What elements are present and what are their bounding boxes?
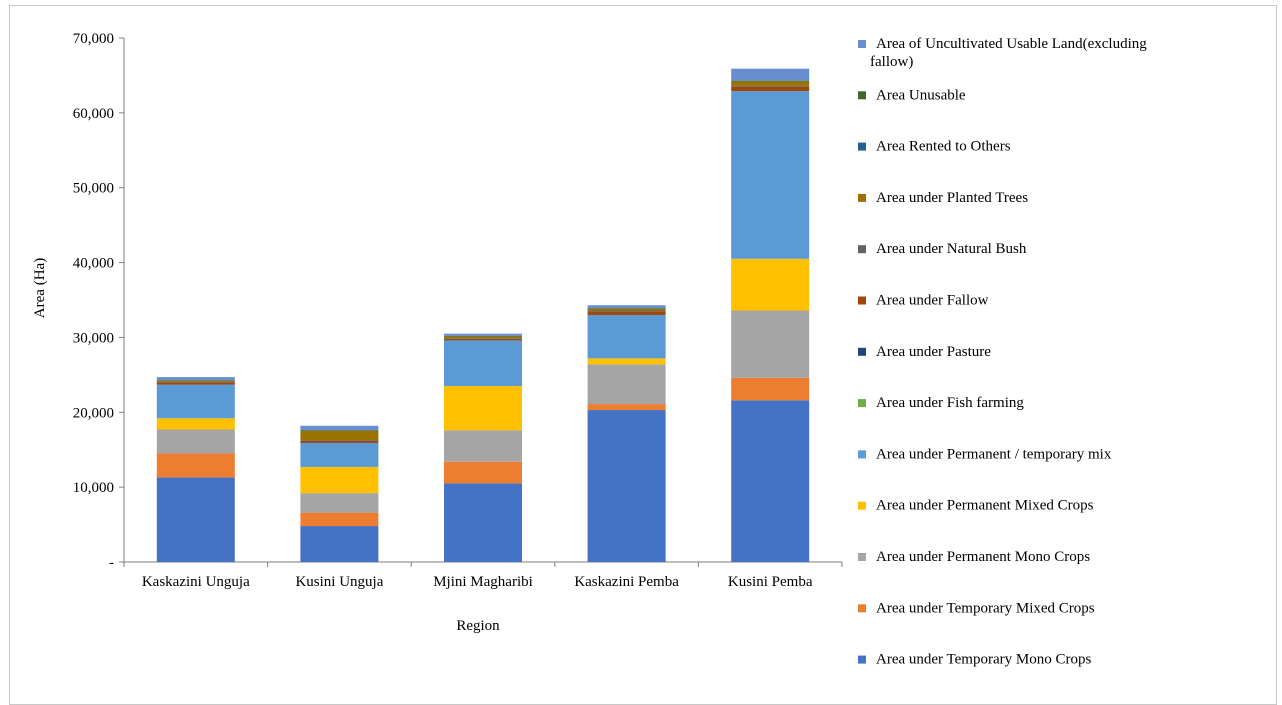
bar-segment (587, 358, 666, 365)
legend-label: Area Rented to Others (876, 139, 1011, 155)
legend-swatch (858, 450, 866, 459)
bar-segment (300, 442, 379, 467)
y-tick-label: 30,000 (73, 330, 114, 346)
y-tick-label: 50,000 (73, 181, 114, 197)
bar-segment (300, 430, 379, 431)
bar-segment (156, 453, 235, 478)
bar-segment (156, 477, 235, 562)
bar-segment (300, 493, 379, 513)
bar-segment (156, 384, 235, 419)
y-tick-label: 60,000 (73, 106, 114, 122)
legend-label: Area under Planted Trees (876, 190, 1028, 206)
plot-area: - 10,000 20,000 30,000 40,000 50,000 60,000 70,… (73, 31, 843, 590)
x-tick-label: Kaskazini Unguja (142, 574, 250, 590)
bar-segment (156, 429, 235, 454)
legend-swatch (858, 399, 866, 408)
legend-label: Area under Permanent Mono Crops (876, 549, 1090, 565)
legend-swatch (858, 501, 866, 510)
legend-swatch (858, 142, 866, 151)
bar-segment (444, 386, 522, 431)
bar-segment (731, 400, 810, 562)
bar-segment (731, 86, 810, 92)
bar-segment (731, 85, 810, 87)
legend-swatch (858, 193, 866, 202)
bar-segment (300, 425, 379, 431)
bar-segment (156, 380, 235, 381)
legend-label: Area under Pasture (876, 344, 991, 360)
bar-segment (300, 440, 379, 443)
bar-segment (587, 364, 666, 405)
bar-segment (300, 526, 379, 562)
legend-swatch (858, 655, 866, 664)
legend-label: Area under Fallow (876, 293, 989, 309)
x-tick-label: Kaskazini Pemba (574, 574, 679, 590)
x-tick-label: Kusini Unguja (295, 574, 383, 590)
bar-segment (731, 81, 810, 86)
bar-segment (731, 310, 810, 378)
bar-segment (444, 335, 522, 337)
bar-segment (300, 466, 379, 494)
legend-swatch (858, 245, 866, 254)
legend-swatch (858, 40, 866, 48)
x-axis-title: Region (456, 618, 500, 634)
y-axis-title: Area (Ha) (32, 258, 48, 318)
bar-segment (444, 340, 522, 387)
bar-segment (731, 258, 810, 311)
bar-segment (444, 483, 522, 562)
bar-segment (731, 68, 810, 81)
legend-label: Area Unusable (876, 87, 966, 103)
bar-segment (587, 310, 666, 312)
bar-segment (300, 439, 379, 441)
bar-segment (731, 91, 810, 259)
bar-segment (444, 338, 522, 339)
x-tick-label: Kusini Pemba (728, 574, 813, 590)
bar-segment (300, 512, 379, 527)
bar-segment (587, 404, 666, 411)
legend-swatch (858, 91, 866, 100)
bar-segment (587, 314, 666, 359)
bar-segment (156, 382, 235, 385)
bar-segment (444, 461, 522, 484)
bar-segment (156, 380, 235, 382)
y-tick-label: - (109, 555, 114, 571)
bar-segment (587, 311, 666, 315)
y-tick-label: 20,000 (73, 405, 114, 421)
y-tick-label: 70,000 (73, 31, 114, 47)
bar-segment (444, 338, 522, 341)
bar-segment (444, 336, 522, 339)
y-tick-label: 40,000 (73, 256, 114, 272)
bar-segment (300, 431, 379, 440)
legend-label: Area under Fish farming (876, 395, 1024, 411)
bar-segment (587, 410, 666, 562)
legend-label: Area under Temporary Mixed Crops (876, 600, 1095, 616)
legend-swatch (858, 347, 866, 356)
legend-swatch (858, 553, 866, 561)
x-tick-label: Mjini Magharibi (433, 574, 533, 590)
bar-segment (156, 418, 235, 430)
legend-label: Area of Uncultivated Usable Land(excludi… (870, 36, 1147, 70)
bar-segment (444, 430, 522, 462)
bar-segment (156, 381, 235, 383)
bar-segment (156, 377, 235, 381)
bar-segment (731, 377, 810, 401)
bar-segment (587, 305, 666, 309)
legend-swatch (858, 604, 866, 613)
legend: Area of Uncultivated Usable Land(excludi… (858, 36, 1147, 668)
legend-label: Area under Temporary Mono Crops (876, 652, 1091, 668)
legend-label: Area under Permanent / temporary mix (876, 446, 1112, 462)
bar-segment (444, 333, 522, 336)
y-tick-label: 10,000 (73, 480, 114, 496)
bar-segment (731, 80, 810, 82)
legend-label: Area under Natural Bush (876, 241, 1027, 257)
legend-swatch (858, 296, 866, 305)
bar-segment (587, 308, 666, 309)
legend-label: Area under Permanent Mixed Crops (876, 498, 1094, 514)
bar-segment (587, 308, 666, 311)
